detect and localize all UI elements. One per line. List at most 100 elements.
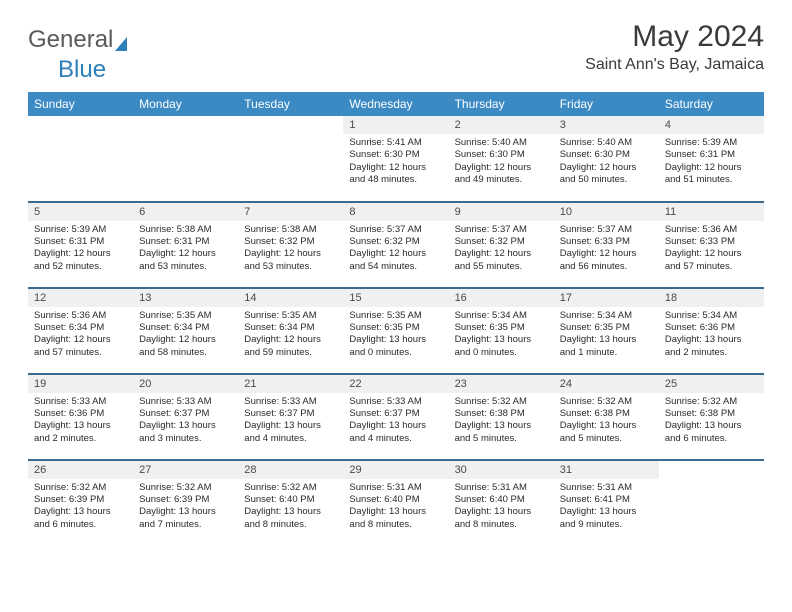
day-cell: 15Sunrise: 5:35 AMSunset: 6:35 PMDayligh… xyxy=(343,288,448,373)
day-cell: 17Sunrise: 5:34 AMSunset: 6:35 PMDayligh… xyxy=(554,288,659,373)
dow-monday: Monday xyxy=(133,92,238,116)
day-cell: 24Sunrise: 5:32 AMSunset: 6:38 PMDayligh… xyxy=(554,374,659,459)
day-cell: .. xyxy=(133,116,238,201)
day-details: Sunrise: 5:37 AMSunset: 6:33 PMDaylight:… xyxy=(554,221,659,278)
day-cell: 11Sunrise: 5:36 AMSunset: 6:33 PMDayligh… xyxy=(659,202,764,287)
day-cell: 18Sunrise: 5:34 AMSunset: 6:36 PMDayligh… xyxy=(659,288,764,373)
day-number: 17 xyxy=(554,289,659,307)
day-details: Sunrise: 5:33 AMSunset: 6:37 PMDaylight:… xyxy=(133,393,238,450)
day-details: Sunrise: 5:41 AMSunset: 6:30 PMDaylight:… xyxy=(343,134,448,191)
dow-saturday: Saturday xyxy=(659,92,764,116)
day-cell: 7Sunrise: 5:38 AMSunset: 6:32 PMDaylight… xyxy=(238,202,343,287)
calendar-table: Sunday Monday Tuesday Wednesday Thursday… xyxy=(28,92,764,545)
day-details: Sunrise: 5:31 AMSunset: 6:41 PMDaylight:… xyxy=(554,479,659,536)
day-number: 28 xyxy=(238,461,343,479)
day-number: 21 xyxy=(238,375,343,393)
calendar-body: ......1Sunrise: 5:41 AMSunset: 6:30 PMDa… xyxy=(28,116,764,545)
day-cell: 22Sunrise: 5:33 AMSunset: 6:37 PMDayligh… xyxy=(343,374,448,459)
day-number: 7 xyxy=(238,203,343,221)
day-cell: .. xyxy=(28,116,133,201)
day-details: Sunrise: 5:39 AMSunset: 6:31 PMDaylight:… xyxy=(659,134,764,191)
day-cell: 10Sunrise: 5:37 AMSunset: 6:33 PMDayligh… xyxy=(554,202,659,287)
day-details: Sunrise: 5:37 AMSunset: 6:32 PMDaylight:… xyxy=(449,221,554,278)
day-cell: 31Sunrise: 5:31 AMSunset: 6:41 PMDayligh… xyxy=(554,460,659,545)
brand-part1: General xyxy=(28,26,113,54)
day-details: Sunrise: 5:31 AMSunset: 6:40 PMDaylight:… xyxy=(449,479,554,536)
day-number: 20 xyxy=(133,375,238,393)
day-details: Sunrise: 5:33 AMSunset: 6:37 PMDaylight:… xyxy=(238,393,343,450)
month-title: May 2024 xyxy=(585,20,764,54)
day-cell: 20Sunrise: 5:33 AMSunset: 6:37 PMDayligh… xyxy=(133,374,238,459)
day-cell: 6Sunrise: 5:38 AMSunset: 6:31 PMDaylight… xyxy=(133,202,238,287)
day-number: 29 xyxy=(343,461,448,479)
day-details: Sunrise: 5:34 AMSunset: 6:35 PMDaylight:… xyxy=(554,307,659,364)
day-cell: 25Sunrise: 5:32 AMSunset: 6:38 PMDayligh… xyxy=(659,374,764,459)
day-number: 14 xyxy=(238,289,343,307)
day-details: Sunrise: 5:32 AMSunset: 6:39 PMDaylight:… xyxy=(133,479,238,536)
day-cell: 30Sunrise: 5:31 AMSunset: 6:40 PMDayligh… xyxy=(449,460,554,545)
week-row: 26Sunrise: 5:32 AMSunset: 6:39 PMDayligh… xyxy=(28,460,764,545)
dow-row: Sunday Monday Tuesday Wednesday Thursday… xyxy=(28,92,764,116)
week-row: 5Sunrise: 5:39 AMSunset: 6:31 PMDaylight… xyxy=(28,202,764,287)
day-cell: 8Sunrise: 5:37 AMSunset: 6:32 PMDaylight… xyxy=(343,202,448,287)
day-number: 9 xyxy=(449,203,554,221)
day-details: Sunrise: 5:35 AMSunset: 6:34 PMDaylight:… xyxy=(238,307,343,364)
day-cell: 16Sunrise: 5:34 AMSunset: 6:35 PMDayligh… xyxy=(449,288,554,373)
day-cell: 19Sunrise: 5:33 AMSunset: 6:36 PMDayligh… xyxy=(28,374,133,459)
day-number: 5 xyxy=(28,203,133,221)
day-details: Sunrise: 5:34 AMSunset: 6:35 PMDaylight:… xyxy=(449,307,554,364)
dow-friday: Friday xyxy=(554,92,659,116)
day-number: 26 xyxy=(28,461,133,479)
location: Saint Ann's Bay, Jamaica xyxy=(585,56,764,74)
day-details: Sunrise: 5:37 AMSunset: 6:32 PMDaylight:… xyxy=(343,221,448,278)
day-cell: 3Sunrise: 5:40 AMSunset: 6:30 PMDaylight… xyxy=(554,116,659,201)
day-details: Sunrise: 5:33 AMSunset: 6:37 PMDaylight:… xyxy=(343,393,448,450)
day-number: 25 xyxy=(659,375,764,393)
day-details: Sunrise: 5:35 AMSunset: 6:34 PMDaylight:… xyxy=(133,307,238,364)
day-cell: .. xyxy=(238,116,343,201)
day-number: 2 xyxy=(449,116,554,134)
day-number: 4 xyxy=(659,116,764,134)
day-number: 12 xyxy=(28,289,133,307)
day-number: 13 xyxy=(133,289,238,307)
brand-part2: Blue xyxy=(58,56,106,83)
day-details: Sunrise: 5:34 AMSunset: 6:36 PMDaylight:… xyxy=(659,307,764,364)
day-number: 1 xyxy=(343,116,448,134)
day-cell: 5Sunrise: 5:39 AMSunset: 6:31 PMDaylight… xyxy=(28,202,133,287)
dow-sunday: Sunday xyxy=(28,92,133,116)
day-cell: 9Sunrise: 5:37 AMSunset: 6:32 PMDaylight… xyxy=(449,202,554,287)
day-cell: 13Sunrise: 5:35 AMSunset: 6:34 PMDayligh… xyxy=(133,288,238,373)
day-details: Sunrise: 5:38 AMSunset: 6:32 PMDaylight:… xyxy=(238,221,343,278)
day-cell: 14Sunrise: 5:35 AMSunset: 6:34 PMDayligh… xyxy=(238,288,343,373)
week-row: ......1Sunrise: 5:41 AMSunset: 6:30 PMDa… xyxy=(28,116,764,201)
day-details: Sunrise: 5:32 AMSunset: 6:38 PMDaylight:… xyxy=(554,393,659,450)
day-details: Sunrise: 5:32 AMSunset: 6:40 PMDaylight:… xyxy=(238,479,343,536)
day-number: 3 xyxy=(554,116,659,134)
day-number: 16 xyxy=(449,289,554,307)
title-block: May 2024 Saint Ann's Bay, Jamaica xyxy=(585,20,764,74)
day-details: Sunrise: 5:36 AMSunset: 6:33 PMDaylight:… xyxy=(659,221,764,278)
day-number: 8 xyxy=(343,203,448,221)
day-number: 18 xyxy=(659,289,764,307)
brand-logo: General xyxy=(28,26,127,54)
day-number: 10 xyxy=(554,203,659,221)
day-cell: 1Sunrise: 5:41 AMSunset: 6:30 PMDaylight… xyxy=(343,116,448,201)
day-cell: 12Sunrise: 5:36 AMSunset: 6:34 PMDayligh… xyxy=(28,288,133,373)
day-number: 22 xyxy=(343,375,448,393)
day-details: Sunrise: 5:35 AMSunset: 6:35 PMDaylight:… xyxy=(343,307,448,364)
day-details: Sunrise: 5:40 AMSunset: 6:30 PMDaylight:… xyxy=(554,134,659,191)
day-number: 19 xyxy=(28,375,133,393)
week-row: 12Sunrise: 5:36 AMSunset: 6:34 PMDayligh… xyxy=(28,288,764,373)
day-details: Sunrise: 5:31 AMSunset: 6:40 PMDaylight:… xyxy=(343,479,448,536)
day-cell: 27Sunrise: 5:32 AMSunset: 6:39 PMDayligh… xyxy=(133,460,238,545)
day-number: 23 xyxy=(449,375,554,393)
brand-triangle-icon xyxy=(115,37,127,51)
day-number: 31 xyxy=(554,461,659,479)
day-number: 27 xyxy=(133,461,238,479)
day-details: Sunrise: 5:32 AMSunset: 6:38 PMDaylight:… xyxy=(449,393,554,450)
day-number: 30 xyxy=(449,461,554,479)
day-cell: 29Sunrise: 5:31 AMSunset: 6:40 PMDayligh… xyxy=(343,460,448,545)
day-number: 11 xyxy=(659,203,764,221)
day-cell: 23Sunrise: 5:32 AMSunset: 6:38 PMDayligh… xyxy=(449,374,554,459)
dow-thursday: Thursday xyxy=(449,92,554,116)
